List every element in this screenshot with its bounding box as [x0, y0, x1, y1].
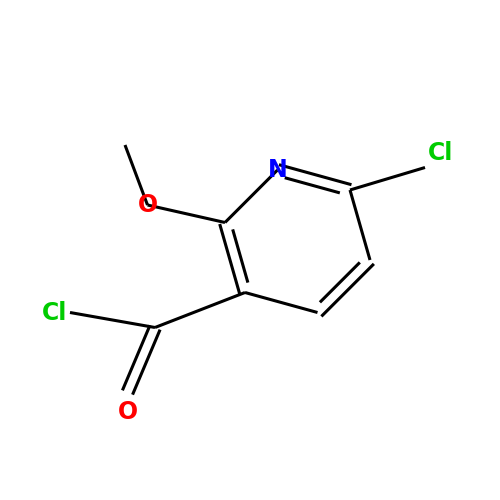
Text: O: O	[118, 400, 138, 424]
Text: Cl: Cl	[428, 141, 453, 165]
Text: O: O	[138, 193, 158, 217]
Text: N: N	[268, 158, 287, 182]
Text: Cl: Cl	[42, 300, 68, 324]
